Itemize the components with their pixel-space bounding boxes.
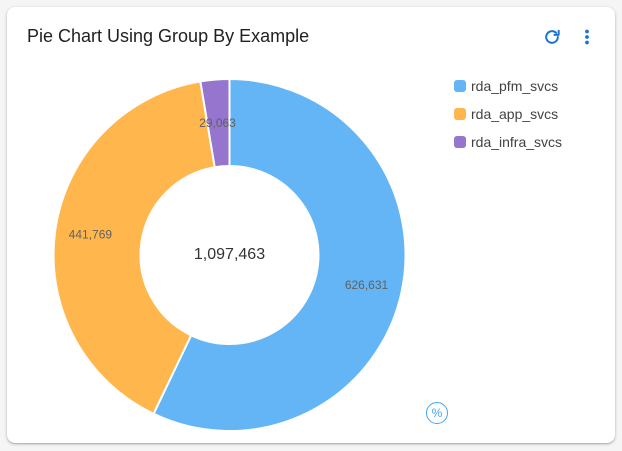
legend-item-rda-pfm-svcs[interactable]: rda_pfm_svcs xyxy=(454,72,562,100)
donut-segment-rda-app-svcs[interactable] xyxy=(52,80,216,416)
percent-toggle-button[interactable]: % xyxy=(426,402,448,424)
more-options-button[interactable] xyxy=(576,26,598,48)
donut-chart: 626,631 441,769 29,063 1,097,463 xyxy=(52,77,407,432)
legend-item-rda-infra-svcs[interactable]: rda_infra_svcs xyxy=(454,128,562,156)
legend-label: rda_infra_svcs xyxy=(471,134,563,150)
refresh-icon xyxy=(545,29,560,44)
donut-segment-rda-pfm-svcs[interactable] xyxy=(152,77,407,432)
refresh-button[interactable] xyxy=(541,26,563,48)
chart-card: Pie Chart Using Group By Example 626,631… xyxy=(7,7,615,443)
legend-label: rda_pfm_svcs xyxy=(471,78,559,94)
chart-legend: rda_pfm_svcs rda_app_svcs rda_infra_svcs xyxy=(454,72,562,156)
donut-center-total: 1,097,463 xyxy=(194,246,265,263)
legend-label: rda_app_svcs xyxy=(471,106,559,122)
segment-value-label: 626,631 xyxy=(345,278,389,292)
percent-icon: % xyxy=(431,406,443,420)
card-title: Pie Chart Using Group By Example xyxy=(27,26,310,46)
legend-swatch xyxy=(454,136,466,148)
more-vert-icon xyxy=(585,29,589,45)
legend-item-rda-app-svcs[interactable]: rda_app_svcs xyxy=(454,100,562,128)
legend-swatch xyxy=(454,108,466,120)
donut-segment-rda-infra-svcs[interactable] xyxy=(199,77,231,169)
segment-value-label: 29,063 xyxy=(199,116,236,130)
segment-value-label: 441,769 xyxy=(69,228,113,242)
legend-swatch xyxy=(454,80,466,92)
